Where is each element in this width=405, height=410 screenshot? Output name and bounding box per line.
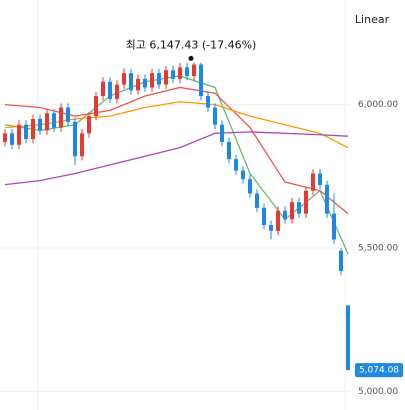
candle-body: [171, 70, 175, 79]
candle-body: [290, 202, 294, 220]
candle-body: [150, 73, 154, 88]
candle-body: [241, 170, 245, 180]
candle-body: [164, 70, 168, 85]
candle-body: [220, 124, 224, 142]
candle-body: [276, 210, 280, 231]
candle-body: [269, 225, 273, 231]
candle-body: [157, 73, 161, 85]
candle-body: [87, 116, 91, 134]
candle-body: [38, 118, 42, 131]
candle-body: [24, 124, 28, 140]
candle-body: [80, 133, 84, 157]
candle-body: [178, 67, 182, 79]
candle-body: [248, 179, 252, 194]
candle-body: [17, 124, 21, 145]
candle-body: [339, 250, 343, 271]
candle-body: [101, 81, 105, 97]
candle-body: [311, 173, 315, 191]
candle-body: [185, 67, 189, 76]
candle-body: [108, 81, 112, 99]
candle-body: [115, 84, 119, 99]
candle-body: [227, 141, 231, 160]
annotation: 최고 6,147.43 (-17.46%): [126, 38, 257, 51]
candle-body: [122, 73, 126, 85]
candle-body: [52, 113, 56, 128]
candle-body: [31, 118, 35, 140]
candle-body: [206, 96, 210, 108]
moving-average: [4, 86, 349, 215]
candle-body: [73, 121, 77, 157]
candle-body: [45, 113, 49, 131]
candle-body: [213, 107, 217, 125]
candle-body: [143, 78, 147, 88]
candle-body: [325, 184, 329, 214]
candle-body: [199, 64, 203, 97]
scale-label[interactable]: Linear: [355, 13, 390, 26]
candle-body: [304, 190, 308, 214]
candle-body: [318, 173, 322, 185]
candle-body: [346, 305, 350, 371]
candle-body: [255, 193, 259, 208]
candle-body: [10, 133, 14, 145]
candle-body: [66, 107, 70, 122]
moving-average: [4, 101, 349, 149]
candle-body: [136, 78, 140, 91]
moving-average: [4, 131, 349, 186]
candle-body: [283, 210, 287, 220]
y-tick-label: 6,000.00: [358, 100, 398, 110]
candle-body: [234, 159, 238, 171]
candle-body: [332, 213, 336, 240]
last-price-label: 5,074.08: [359, 366, 399, 376]
y-tick-label: 5,000.00: [358, 387, 398, 397]
high-marker: [188, 55, 194, 61]
candle-body: [94, 96, 98, 117]
candle-body: [262, 207, 266, 226]
candle-body: [129, 73, 133, 91]
candle-body: [297, 202, 301, 214]
candle-body: [3, 133, 7, 142]
y-tick-label: 5,500.00: [358, 244, 398, 254]
candle-body: [192, 64, 196, 76]
last-price-box: [355, 363, 403, 378]
candle-body: [59, 107, 63, 128]
